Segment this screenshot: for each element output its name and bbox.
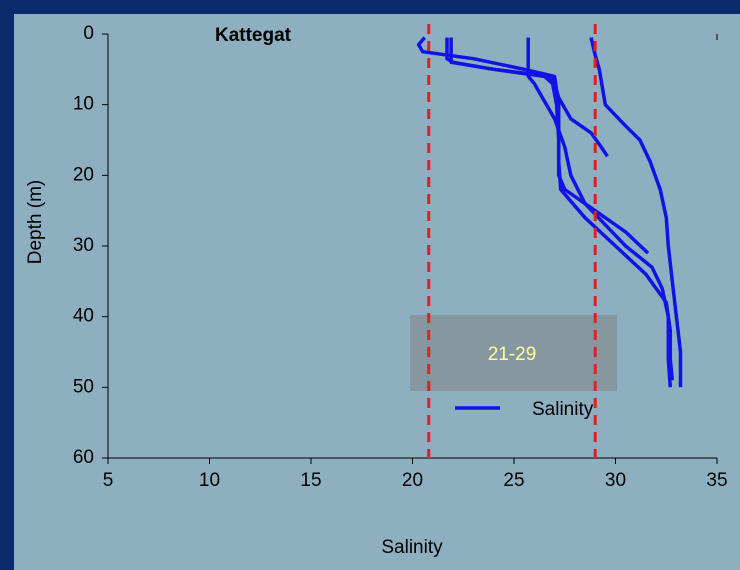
chart-title: Kattegat [215, 25, 292, 46]
x-tick-label: 30 [605, 470, 626, 491]
legend-label: Salinity [532, 399, 594, 420]
y-tick-label: 10 [73, 94, 94, 115]
y-tick-label: 20 [73, 164, 94, 185]
x-tick-label: 10 [199, 470, 220, 491]
chart-background [14, 14, 740, 570]
x-tick-label: 20 [402, 470, 423, 491]
x-axis-label: Salinity [381, 537, 443, 558]
annotation: 21-29 [488, 344, 537, 365]
y-tick-label: 40 [73, 306, 94, 327]
chart: Kattegat Salinity Depth (m) 0 10 20 30 40 50 6… [0, 0, 740, 570]
y-tick-label: 60 [73, 447, 94, 468]
x-tick-label: 35 [706, 470, 727, 491]
x-tick-label: 15 [300, 470, 321, 491]
y-tick-label: 30 [73, 235, 94, 256]
page: Kattegat Salinity Depth (m) 0 10 20 30 40 50 6… [0, 0, 740, 570]
y-axis-label: Depth (m) [25, 180, 46, 264]
y-tick-label: 50 [73, 376, 94, 397]
x-tick-label: 5 [103, 470, 114, 491]
x-tick-label: 25 [503, 470, 524, 491]
y-tick-label: 0 [83, 23, 94, 44]
